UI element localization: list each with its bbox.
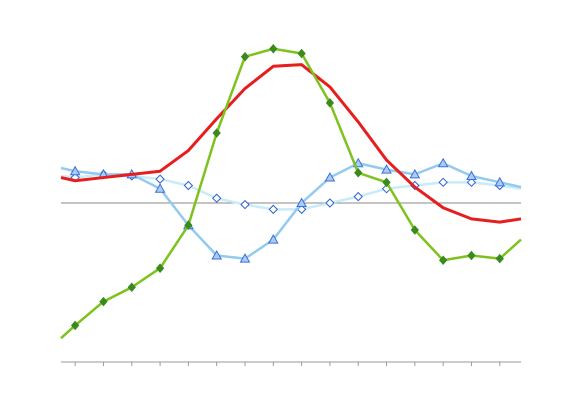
- marker: [410, 225, 420, 235]
- marker: [267, 234, 279, 244]
- marker: [240, 199, 250, 210]
- marker: [183, 180, 194, 191]
- marker: [239, 253, 251, 263]
- marker: [211, 193, 222, 203]
- marker: [325, 198, 335, 208]
- marker: [184, 220, 193, 231]
- marker: [466, 170, 477, 180]
- marker: [99, 296, 108, 307]
- marker: [381, 164, 392, 174]
- marker: [325, 98, 335, 108]
- marker: [438, 255, 448, 265]
- marker: [212, 128, 221, 138]
- marker: [296, 197, 307, 207]
- marker: [495, 253, 504, 264]
- marker: [467, 250, 476, 261]
- marker: [240, 51, 250, 62]
- marker: [70, 320, 80, 331]
- marker: [409, 168, 421, 179]
- marker: [69, 165, 81, 176]
- marker: [494, 176, 506, 187]
- marker: [154, 183, 166, 193]
- marker: [155, 174, 165, 184]
- marker: [437, 157, 449, 168]
- marker: [127, 282, 136, 293]
- marker: [297, 48, 306, 59]
- series-line: [60, 173, 522, 211]
- marker: [211, 249, 223, 260]
- marker: [466, 177, 477, 188]
- marker: [155, 263, 165, 273]
- series-line: [60, 47, 522, 340]
- series-line: [60, 63, 522, 224]
- marker: [438, 177, 448, 188]
- marker: [269, 44, 278, 54]
- marker: [353, 191, 363, 202]
- marker: [382, 177, 391, 188]
- marker: [354, 168, 363, 178]
- marker: [268, 204, 279, 215]
- marker: [324, 172, 336, 182]
